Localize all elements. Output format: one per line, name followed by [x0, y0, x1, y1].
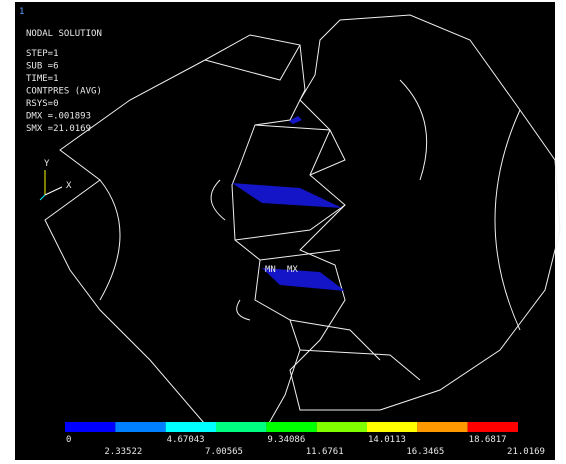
legend-label: 4.67043: [167, 435, 205, 445]
triad-x: X: [66, 181, 72, 191]
window-id: 1: [19, 7, 24, 17]
page: 1 NODAL SOLUTION STEP=1 SUB =6 TIME=1 CONTP…: [0, 0, 566, 464]
legend-band: [417, 422, 467, 432]
ansys-viewport: 1 NODAL SOLUTION STEP=1 SUB =6 TIME=1 CONTP…: [0, 0, 566, 464]
legend-label: 18.6817: [469, 435, 507, 445]
legend-band: [317, 422, 367, 432]
info-title: NODAL SOLUTION: [26, 29, 102, 39]
legend-band: [266, 422, 316, 432]
info-line: CONTPRES (AVG): [26, 87, 102, 97]
min-marker: MN: [265, 265, 276, 275]
info-line: RSYS=0: [26, 99, 59, 109]
legend-band: [367, 422, 417, 432]
info-line: DMX =.001893: [26, 112, 91, 122]
triad-y: Y: [44, 159, 50, 169]
legend-label: 2.33522: [104, 447, 142, 457]
legend-band: [468, 422, 518, 432]
legend-label: 14.0113: [368, 435, 406, 445]
info-line: SMX =21.0169: [26, 124, 91, 134]
legend-band: [115, 422, 165, 432]
legend-band: [216, 422, 266, 432]
info-line: STEP=1: [26, 49, 59, 59]
legend-label: 16.3465: [406, 447, 444, 457]
legend-label: 9.34086: [267, 435, 305, 445]
legend-band: [65, 422, 115, 432]
legend-label: 11.6761: [306, 447, 344, 457]
legend-label: 21.0169: [507, 447, 545, 457]
info-line: TIME=1: [26, 74, 59, 84]
legend-label: 0: [66, 435, 71, 445]
legend-label: 7.00565: [205, 447, 243, 457]
info-line: SUB =6: [26, 62, 59, 72]
max-marker: MX: [287, 265, 298, 275]
legend-band: [166, 422, 216, 432]
